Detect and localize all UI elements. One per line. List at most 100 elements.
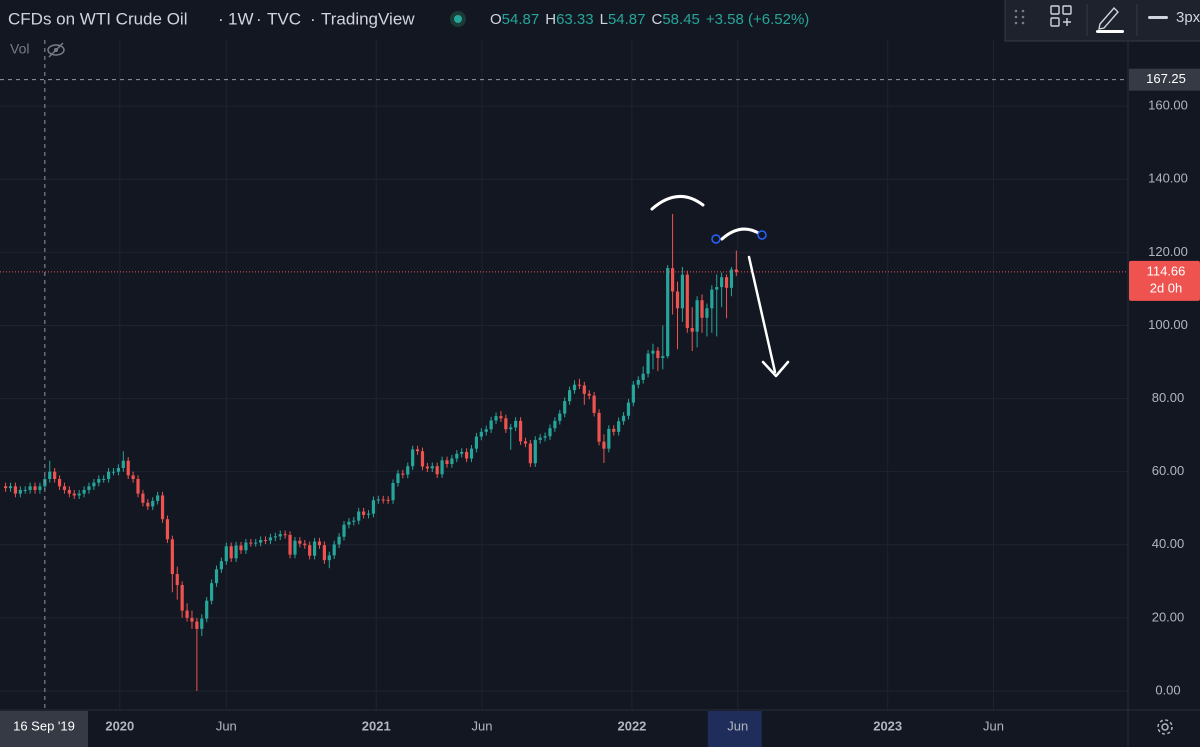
candle-body <box>533 439 537 464</box>
candle-body <box>572 384 577 391</box>
crosshair-date-label: 16 Sep '19 <box>13 718 75 733</box>
candle-body <box>185 610 189 618</box>
line-width-icon[interactable] <box>1148 16 1168 19</box>
candle-body <box>239 545 243 551</box>
candle-body <box>734 269 738 272</box>
candle-body <box>190 617 194 622</box>
candle-body <box>420 451 425 467</box>
drawing-arrow[interactable] <box>747 255 790 378</box>
candle-body <box>479 431 483 437</box>
x-tick-label: Jun <box>983 718 1004 733</box>
header: CFDs on WTI Crude Oil · 1W · TVC · Tradi… <box>8 9 809 58</box>
candle-body <box>425 466 429 469</box>
candle-body <box>13 486 18 494</box>
candle-body <box>469 448 474 459</box>
candle-body <box>62 486 67 490</box>
candle-body <box>111 471 116 473</box>
last-price-label: 114.66 <box>1147 263 1186 278</box>
candle-body <box>543 436 547 438</box>
candle-body <box>494 416 498 421</box>
y-tick-label: 40.00 <box>1152 536 1185 551</box>
candle-body <box>621 415 626 422</box>
candle-body <box>661 356 665 359</box>
last-price-box <box>1129 260 1200 301</box>
candle-body <box>641 373 645 380</box>
candle-body <box>87 486 91 490</box>
x-tick-label: 2021 <box>362 718 391 733</box>
ohlc-value: 63.33 <box>556 11 594 28</box>
x-tick-label: Jun <box>727 718 748 733</box>
drawing-arc[interactable] <box>720 227 762 241</box>
ohlc-legend: O54.87 H63.33 L54.87 C58.45 +3.58 (+6.52%) <box>490 11 809 28</box>
candle-body <box>288 534 292 555</box>
candle-body <box>670 268 675 292</box>
candle-body <box>322 545 326 561</box>
drawing-handle[interactable] <box>757 230 767 240</box>
crosshair-date-box <box>0 711 88 747</box>
candle-body <box>357 511 361 521</box>
y-tick-label: 60.00 <box>1152 463 1185 478</box>
candle-body <box>376 499 380 501</box>
line-width[interactable]: 3px <box>1176 9 1200 26</box>
candle-body <box>160 495 165 520</box>
candle-body <box>636 379 640 385</box>
candle-body <box>715 287 719 290</box>
ohlc-value: 54.87 <box>502 11 540 28</box>
candle-body <box>229 546 233 559</box>
candle-body <box>214 569 219 584</box>
candle-body <box>254 542 258 544</box>
candle-body <box>347 521 351 525</box>
candle-body <box>514 420 518 428</box>
candle-body <box>38 486 42 490</box>
candle-body <box>293 540 297 555</box>
candle-body <box>538 437 542 440</box>
candle-body <box>568 390 572 402</box>
candle-body <box>548 428 552 437</box>
candle-body <box>317 541 322 546</box>
candle-body <box>224 546 228 562</box>
candle-body <box>332 544 336 556</box>
candle-body <box>518 420 523 442</box>
candle-body <box>249 542 253 544</box>
candle-body <box>563 401 567 414</box>
candle-body <box>33 486 37 490</box>
drawing-handle[interactable] <box>711 234 721 244</box>
candle-body <box>298 540 302 544</box>
candle-body <box>440 460 444 475</box>
candle-body <box>126 460 130 476</box>
candle-body <box>435 466 439 475</box>
candle-body <box>666 268 670 357</box>
publisher: TradingView <box>321 9 415 28</box>
x-tick-label: Jun <box>472 718 493 733</box>
settings-icon[interactable] <box>1157 719 1173 735</box>
overlay: 114.66 2d 0h 167.25 16 Sep '19 <box>0 40 1200 747</box>
grid <box>0 40 1128 710</box>
candle-body <box>48 471 52 479</box>
candle-body <box>602 441 606 449</box>
hide-icon[interactable] <box>47 42 65 58</box>
candle-body <box>136 478 140 494</box>
candle-body <box>151 500 155 507</box>
time-highlight <box>707 711 762 747</box>
drawing-arc[interactable] <box>650 195 705 211</box>
candle-body <box>352 520 356 522</box>
separator: · <box>310 9 316 28</box>
candle-body <box>685 274 689 329</box>
color-swatch[interactable] <box>1096 30 1124 33</box>
candle-body <box>724 277 729 288</box>
candle-body <box>219 561 223 570</box>
candles <box>4 213 738 691</box>
candle-body <box>631 384 635 403</box>
candle-body <box>175 574 179 585</box>
candle-body <box>72 493 76 496</box>
drag-handle[interactable] <box>1014 9 1025 25</box>
crosshair-price-box <box>1129 68 1200 91</box>
candle-body <box>558 413 562 421</box>
template-icon[interactable] <box>1050 5 1072 27</box>
pencil-icon[interactable] <box>1098 6 1119 30</box>
toolbar: 3px <box>1004 0 1200 42</box>
candle-body <box>710 289 714 309</box>
candle-body <box>263 540 268 542</box>
candle-body <box>651 350 655 354</box>
candle-body <box>504 418 508 430</box>
